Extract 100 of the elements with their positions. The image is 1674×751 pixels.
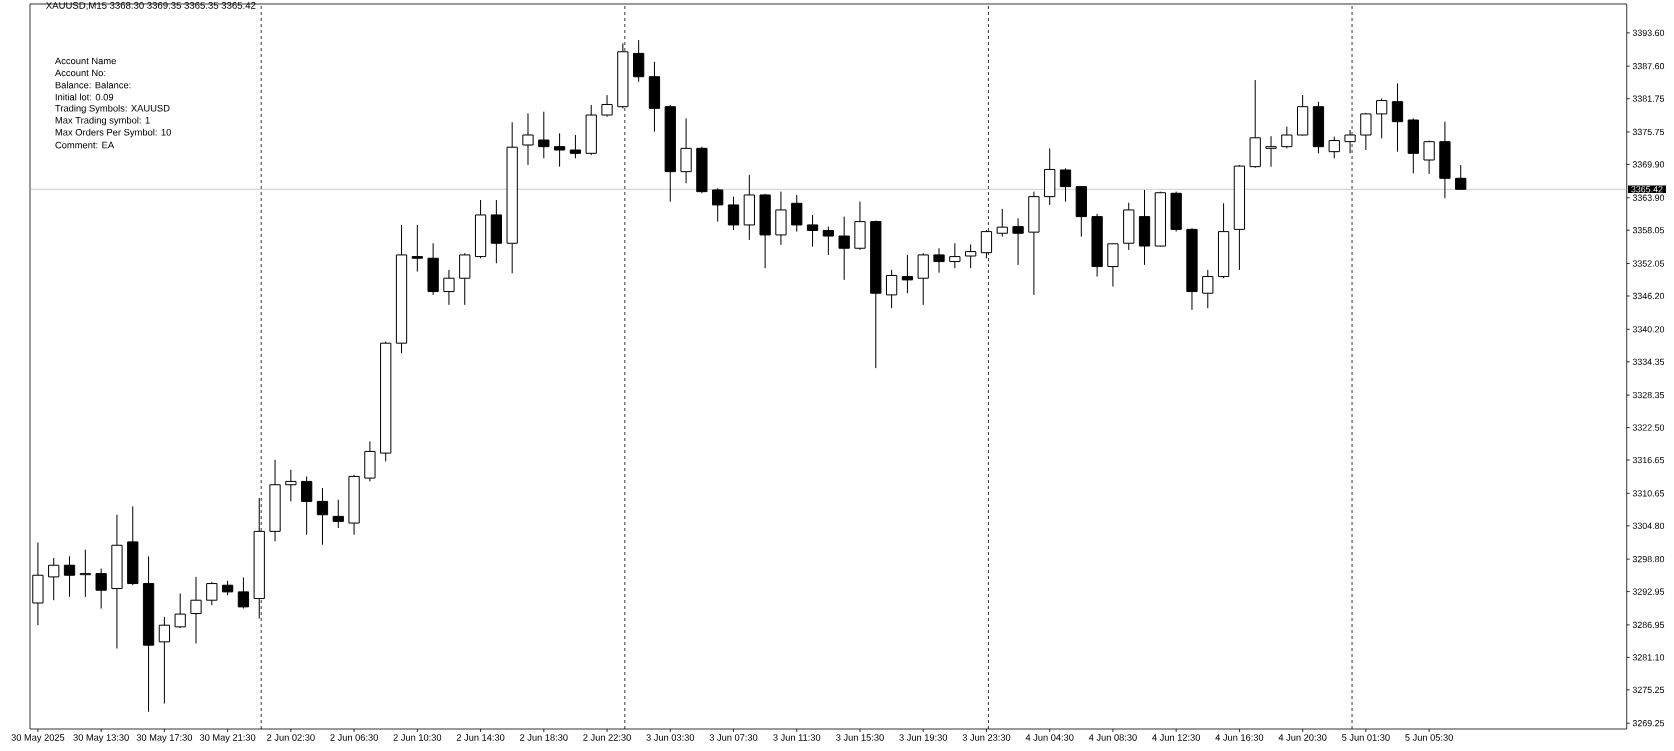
candlestick (190, 576, 202, 645)
y-tick-label: 3358.05 (1632, 227, 1665, 234)
candlestick (316, 487, 329, 546)
candlestick (727, 196, 740, 231)
candlestick (79, 549, 91, 598)
candlestick (1328, 136, 1340, 159)
y-tick-label: 3286.95 (1632, 621, 1665, 629)
candlestick (95, 568, 107, 610)
candlestick (680, 117, 692, 184)
x-tick-label: 4 Jun 20:30 (1278, 734, 1327, 741)
candlestick (965, 243, 977, 269)
x-tick-label: 4 Jun 16:30 (1215, 734, 1264, 741)
y-tick-label: 3363.90 (1632, 194, 1665, 201)
candlestick (1455, 164, 1467, 191)
candlestick (633, 39, 645, 83)
candlestick (285, 469, 297, 502)
candlestick (1360, 112, 1372, 151)
candlestick (1265, 135, 1277, 168)
candlestick (601, 94, 613, 118)
candlestick (838, 216, 850, 281)
y-tick-label: 3369.90 (1632, 161, 1665, 168)
y-tick-label: 3387.60 (1632, 63, 1665, 70)
y-tick-label: 3381.75 (1632, 95, 1665, 102)
y-tick-label: 3269.25 (1632, 720, 1665, 727)
annotation: Account Name (54, 57, 116, 65)
candlestick (332, 499, 344, 529)
x-tick-label: 3 Jun 23:30 (962, 734, 1011, 741)
x-tick-label: 3 Jun 03:30 (646, 734, 695, 741)
x-tick-label: 3 Jun 15:30 (836, 734, 884, 741)
y-tick-label: 3328.35 (1632, 391, 1665, 399)
x-tick-label: 4 Jun 12:30 (1152, 734, 1201, 741)
x-tick-label: 2 Jun 10:30 (393, 734, 442, 741)
y-tick-label: 3292.95 (1632, 588, 1665, 595)
x-tick-label: 5 Jun 01:30 (1342, 734, 1390, 741)
annotation: Account No: (54, 69, 106, 77)
annotation: Max Orders Per Symbol: 10 (55, 128, 171, 138)
x-tick-label: 30 May 17:30 (136, 734, 193, 743)
candlestick (553, 132, 566, 168)
candlestick (1107, 242, 1119, 288)
candlestick (237, 576, 250, 610)
candlestick (174, 593, 186, 629)
candlestick (443, 269, 455, 306)
annotation: Comment: EA (55, 141, 115, 149)
candlestick (1423, 140, 1435, 175)
annotation: Balance: Balance: (55, 81, 131, 89)
candlestick (158, 616, 171, 704)
candlestick (806, 214, 819, 248)
candlestick (949, 242, 961, 269)
x-tick-label: 30 May 21:30 (199, 734, 256, 743)
candlestick (822, 226, 834, 256)
ref-line-label: 3365.42 (1631, 186, 1663, 193)
x-tick-label: 3 Jun 07:30 (709, 734, 758, 741)
x-tick-label: 30 May 2025 (11, 734, 65, 743)
x-tick-label: 3 Jun 19:30 (899, 734, 948, 741)
y-tick-label: 3316.65 (1632, 456, 1665, 464)
y-tick-label: 3275.25 (1632, 686, 1665, 694)
candlestick (1376, 97, 1388, 139)
y-tick-label: 3304.80 (1632, 522, 1665, 529)
candlestick (522, 112, 534, 166)
candlestick (901, 254, 914, 294)
candlestick (791, 194, 803, 233)
x-tick-label: 3 Jun 11:30 (773, 734, 821, 741)
y-tick-label: 3375.75 (1632, 128, 1665, 136)
x-tick-label: 2 Jun 22:30 (583, 734, 631, 741)
y-tick-label: 3340.20 (1632, 326, 1665, 333)
x-tick-label: 2 Jun 14:30 (456, 734, 505, 741)
y-tick-label: 3346.20 (1632, 292, 1665, 300)
candlestick (569, 134, 582, 159)
candlestick (917, 252, 929, 306)
annotation: Max Trading symbol: 1 (55, 116, 150, 126)
x-tick-label: 2 Jun 06:30 (330, 734, 378, 741)
candlestick (933, 247, 945, 274)
candlestick (206, 581, 218, 606)
x-tick-label: 4 Jun 04:30 (1025, 734, 1074, 741)
candlestick (885, 269, 898, 309)
candlestick (301, 475, 313, 536)
x-tick-label: 2 Jun 02:30 (267, 734, 315, 741)
candlestick (1281, 126, 1293, 149)
candlestick (411, 224, 423, 273)
annotation: Trading Symbols: XAUUSD (55, 104, 170, 114)
candlestick (538, 111, 550, 159)
y-tick-label: 3334.35 (1632, 358, 1665, 365)
chart-title: XAUUSD,M15 3368.30 3369.35 3365.35 3365.42 (46, 2, 256, 10)
candlestick (712, 187, 724, 223)
candlestick (1059, 167, 1072, 203)
y-tick-label: 3352.05 (1632, 260, 1665, 267)
candlestick (1202, 269, 1214, 309)
y-tick-label: 3298.80 (1632, 555, 1665, 563)
candlestick (63, 555, 76, 598)
candlestick (1012, 217, 1024, 266)
y-tick-label: 3281.10 (1632, 654, 1665, 661)
y-tick-label: 3310.65 (1632, 490, 1665, 497)
candlestick (48, 557, 60, 601)
y-tick-label: 3393.60 (1632, 29, 1665, 36)
x-tick-label: 2 Jun 18:30 (520, 734, 568, 741)
candlestick (459, 252, 471, 306)
y-tick-label: 3322.50 (1632, 424, 1665, 431)
x-tick-label: 4 Jun 08:30 (1088, 734, 1137, 741)
annotation: Initial lot: 0.09 (55, 93, 114, 101)
x-tick-label: 30 May 13:30 (73, 734, 129, 743)
